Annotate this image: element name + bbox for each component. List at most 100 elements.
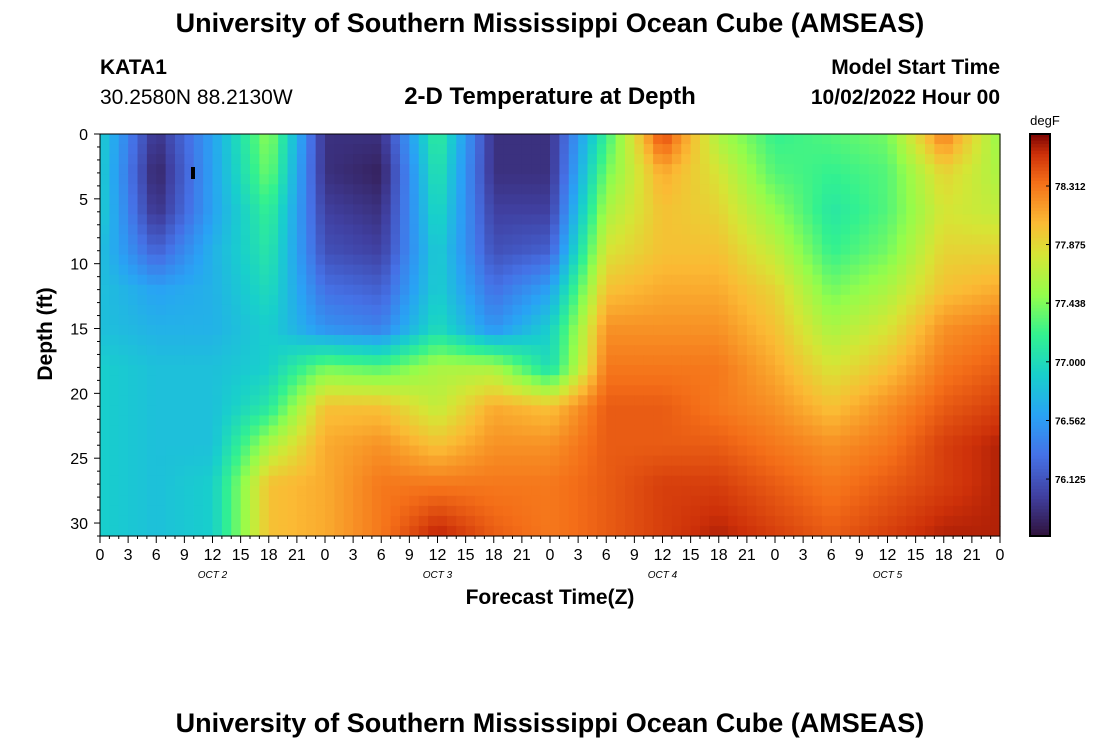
heatmap-cell <box>671 495 682 507</box>
heatmap-cell <box>343 425 354 437</box>
heatmap-cell <box>278 274 289 286</box>
heatmap-cell <box>671 134 682 145</box>
heatmap-cell <box>784 194 795 205</box>
heatmap-cell <box>137 495 148 507</box>
heatmap-cell <box>287 455 298 467</box>
heatmap-cell <box>634 224 645 236</box>
colorbar-swatch <box>1030 278 1050 282</box>
heatmap-cell <box>803 525 814 537</box>
heatmap-cell <box>615 174 626 185</box>
heatmap-cell <box>887 505 898 517</box>
heatmap-cell <box>221 214 232 226</box>
heatmap-cell <box>128 224 139 236</box>
heatmap-cell <box>484 164 495 175</box>
heatmap-cell <box>503 314 514 326</box>
heatmap-cell <box>615 164 626 175</box>
heatmap-cell <box>203 395 214 406</box>
heatmap-cell <box>896 435 907 447</box>
heatmap-cell <box>287 174 298 185</box>
heatmap-cell <box>465 324 476 336</box>
heatmap-cell <box>718 415 729 427</box>
heatmap-cell <box>662 385 673 396</box>
heatmap-cell <box>559 525 570 537</box>
heatmap-cell <box>184 204 195 215</box>
heatmap-cell <box>400 184 410 195</box>
heatmap-cell <box>390 515 401 527</box>
heatmap-cell <box>868 445 879 457</box>
heatmap-cell <box>268 214 279 226</box>
heatmap-cell <box>221 274 232 286</box>
heatmap-cell <box>681 224 692 236</box>
heatmap-cell <box>700 335 710 346</box>
heatmap-cell <box>971 274 982 286</box>
heatmap-cell <box>240 415 251 427</box>
heatmap-cell <box>728 365 739 376</box>
heatmap-cell <box>475 415 485 427</box>
heatmap-cell <box>868 134 879 145</box>
heatmap-cell <box>465 164 476 175</box>
heatmap-cell <box>156 164 167 175</box>
heatmap-cell <box>456 415 467 427</box>
heatmap-cell <box>437 455 448 467</box>
colorbar-swatch <box>1030 201 1050 205</box>
heatmap-cell <box>400 405 410 416</box>
heatmap-cell <box>709 284 720 296</box>
heatmap-cell <box>540 355 551 366</box>
heatmap-cell <box>700 284 710 296</box>
heatmap-cell <box>868 314 879 326</box>
heatmap-cell <box>981 244 992 256</box>
heatmap-cell <box>868 385 879 396</box>
heatmap-cell <box>259 204 270 215</box>
heatmap-cell <box>371 254 382 266</box>
heatmap-cell <box>925 405 935 416</box>
heatmap-cell <box>953 435 964 447</box>
heatmap-cell <box>212 495 223 507</box>
heatmap-cell <box>578 335 589 346</box>
heatmap-cell <box>812 445 823 457</box>
heatmap-cell <box>643 365 654 376</box>
heatmap-cell <box>540 234 551 246</box>
heatmap-cell <box>737 284 748 296</box>
heatmap-cell <box>653 294 664 306</box>
heatmap-cell <box>690 335 701 346</box>
heatmap-cell <box>596 395 607 406</box>
heatmap-cell <box>878 435 889 447</box>
heatmap-cell <box>625 375 635 386</box>
heatmap-cell <box>231 385 242 396</box>
heatmap-cell <box>503 274 514 286</box>
heatmap-cell <box>990 515 1001 527</box>
heatmap-cell <box>278 355 289 366</box>
heatmap-cell <box>418 375 429 386</box>
heatmap-cell <box>118 194 129 205</box>
heatmap-cell <box>934 355 945 366</box>
heatmap-cell <box>943 144 954 155</box>
heatmap-cell <box>925 415 935 427</box>
heatmap-cell <box>362 505 373 517</box>
heatmap-cell <box>840 435 851 447</box>
heatmap-cell <box>109 154 120 165</box>
heatmap-cell <box>287 244 298 256</box>
heatmap-cell <box>250 194 260 205</box>
heatmap-cell <box>981 234 992 246</box>
heatmap-cell <box>906 505 917 517</box>
heatmap-cell <box>118 515 129 527</box>
heatmap-cell <box>868 274 879 286</box>
heatmap-cell <box>315 485 326 497</box>
heatmap-cell <box>859 355 870 366</box>
heatmap-cell <box>381 345 392 356</box>
heatmap-cell <box>821 164 832 175</box>
heatmap-cell <box>165 224 176 236</box>
colorbar-swatch <box>1030 489 1050 494</box>
heatmap-cell <box>756 365 767 376</box>
heatmap-cell <box>306 495 317 507</box>
heatmap-cell <box>812 365 823 376</box>
heatmap-cell <box>287 465 298 477</box>
heatmap-cell <box>325 405 335 416</box>
heatmap-cell <box>606 264 617 276</box>
heatmap-cell <box>118 254 129 266</box>
heatmap-cell <box>362 465 373 477</box>
x-tick-label: 12 <box>429 547 447 564</box>
heatmap-cell <box>362 304 373 316</box>
heatmap-cell <box>550 264 560 276</box>
heatmap-cell <box>568 345 579 356</box>
